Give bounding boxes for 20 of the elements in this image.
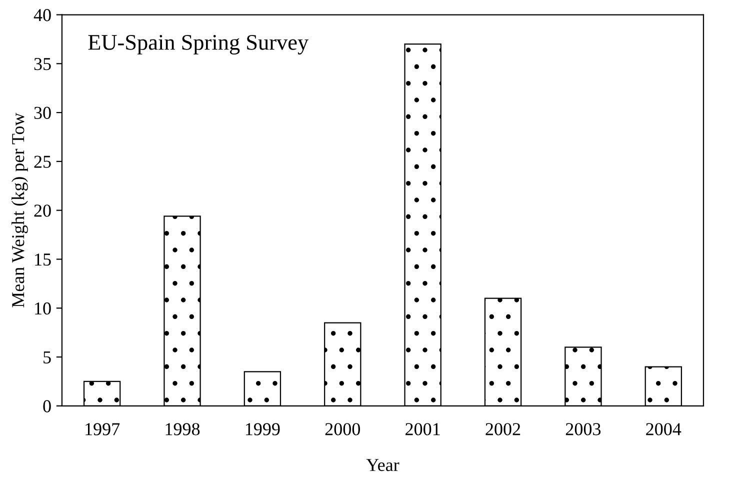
y-tick-label: 10 — [35, 302, 51, 315]
x-tick-label: 2000 — [325, 423, 360, 436]
y-tick-label: 35 — [34, 58, 51, 70]
x-tick-label: 1998 — [166, 423, 200, 436]
y-tick-label: 15 — [35, 254, 51, 266]
text: EU-Spain Spring Survey — [88, 34, 309, 54]
y-tick-label: 0 — [43, 400, 51, 412]
x-tick-label: 2001 — [406, 423, 440, 436]
y-tick-label: 30 — [34, 106, 51, 119]
y-tick-label: 40 — [34, 9, 51, 22]
x-tick-label: 2004 — [646, 423, 682, 436]
y-axis-title: Mean Weight (kg) per Tow — [12, 112, 28, 308]
x-tick-label: 2002 — [486, 423, 520, 436]
x-tick-label: 1999 — [246, 423, 280, 436]
x-tick-label: 2003 — [566, 423, 601, 436]
y-tick-label: 25 — [34, 156, 51, 168]
x-tick-label: 1997 — [86, 423, 120, 436]
x-axis-title: Year — [366, 459, 400, 472]
y-tick-label: 5 — [44, 351, 51, 364]
y-tick-label: 20 — [34, 204, 51, 217]
